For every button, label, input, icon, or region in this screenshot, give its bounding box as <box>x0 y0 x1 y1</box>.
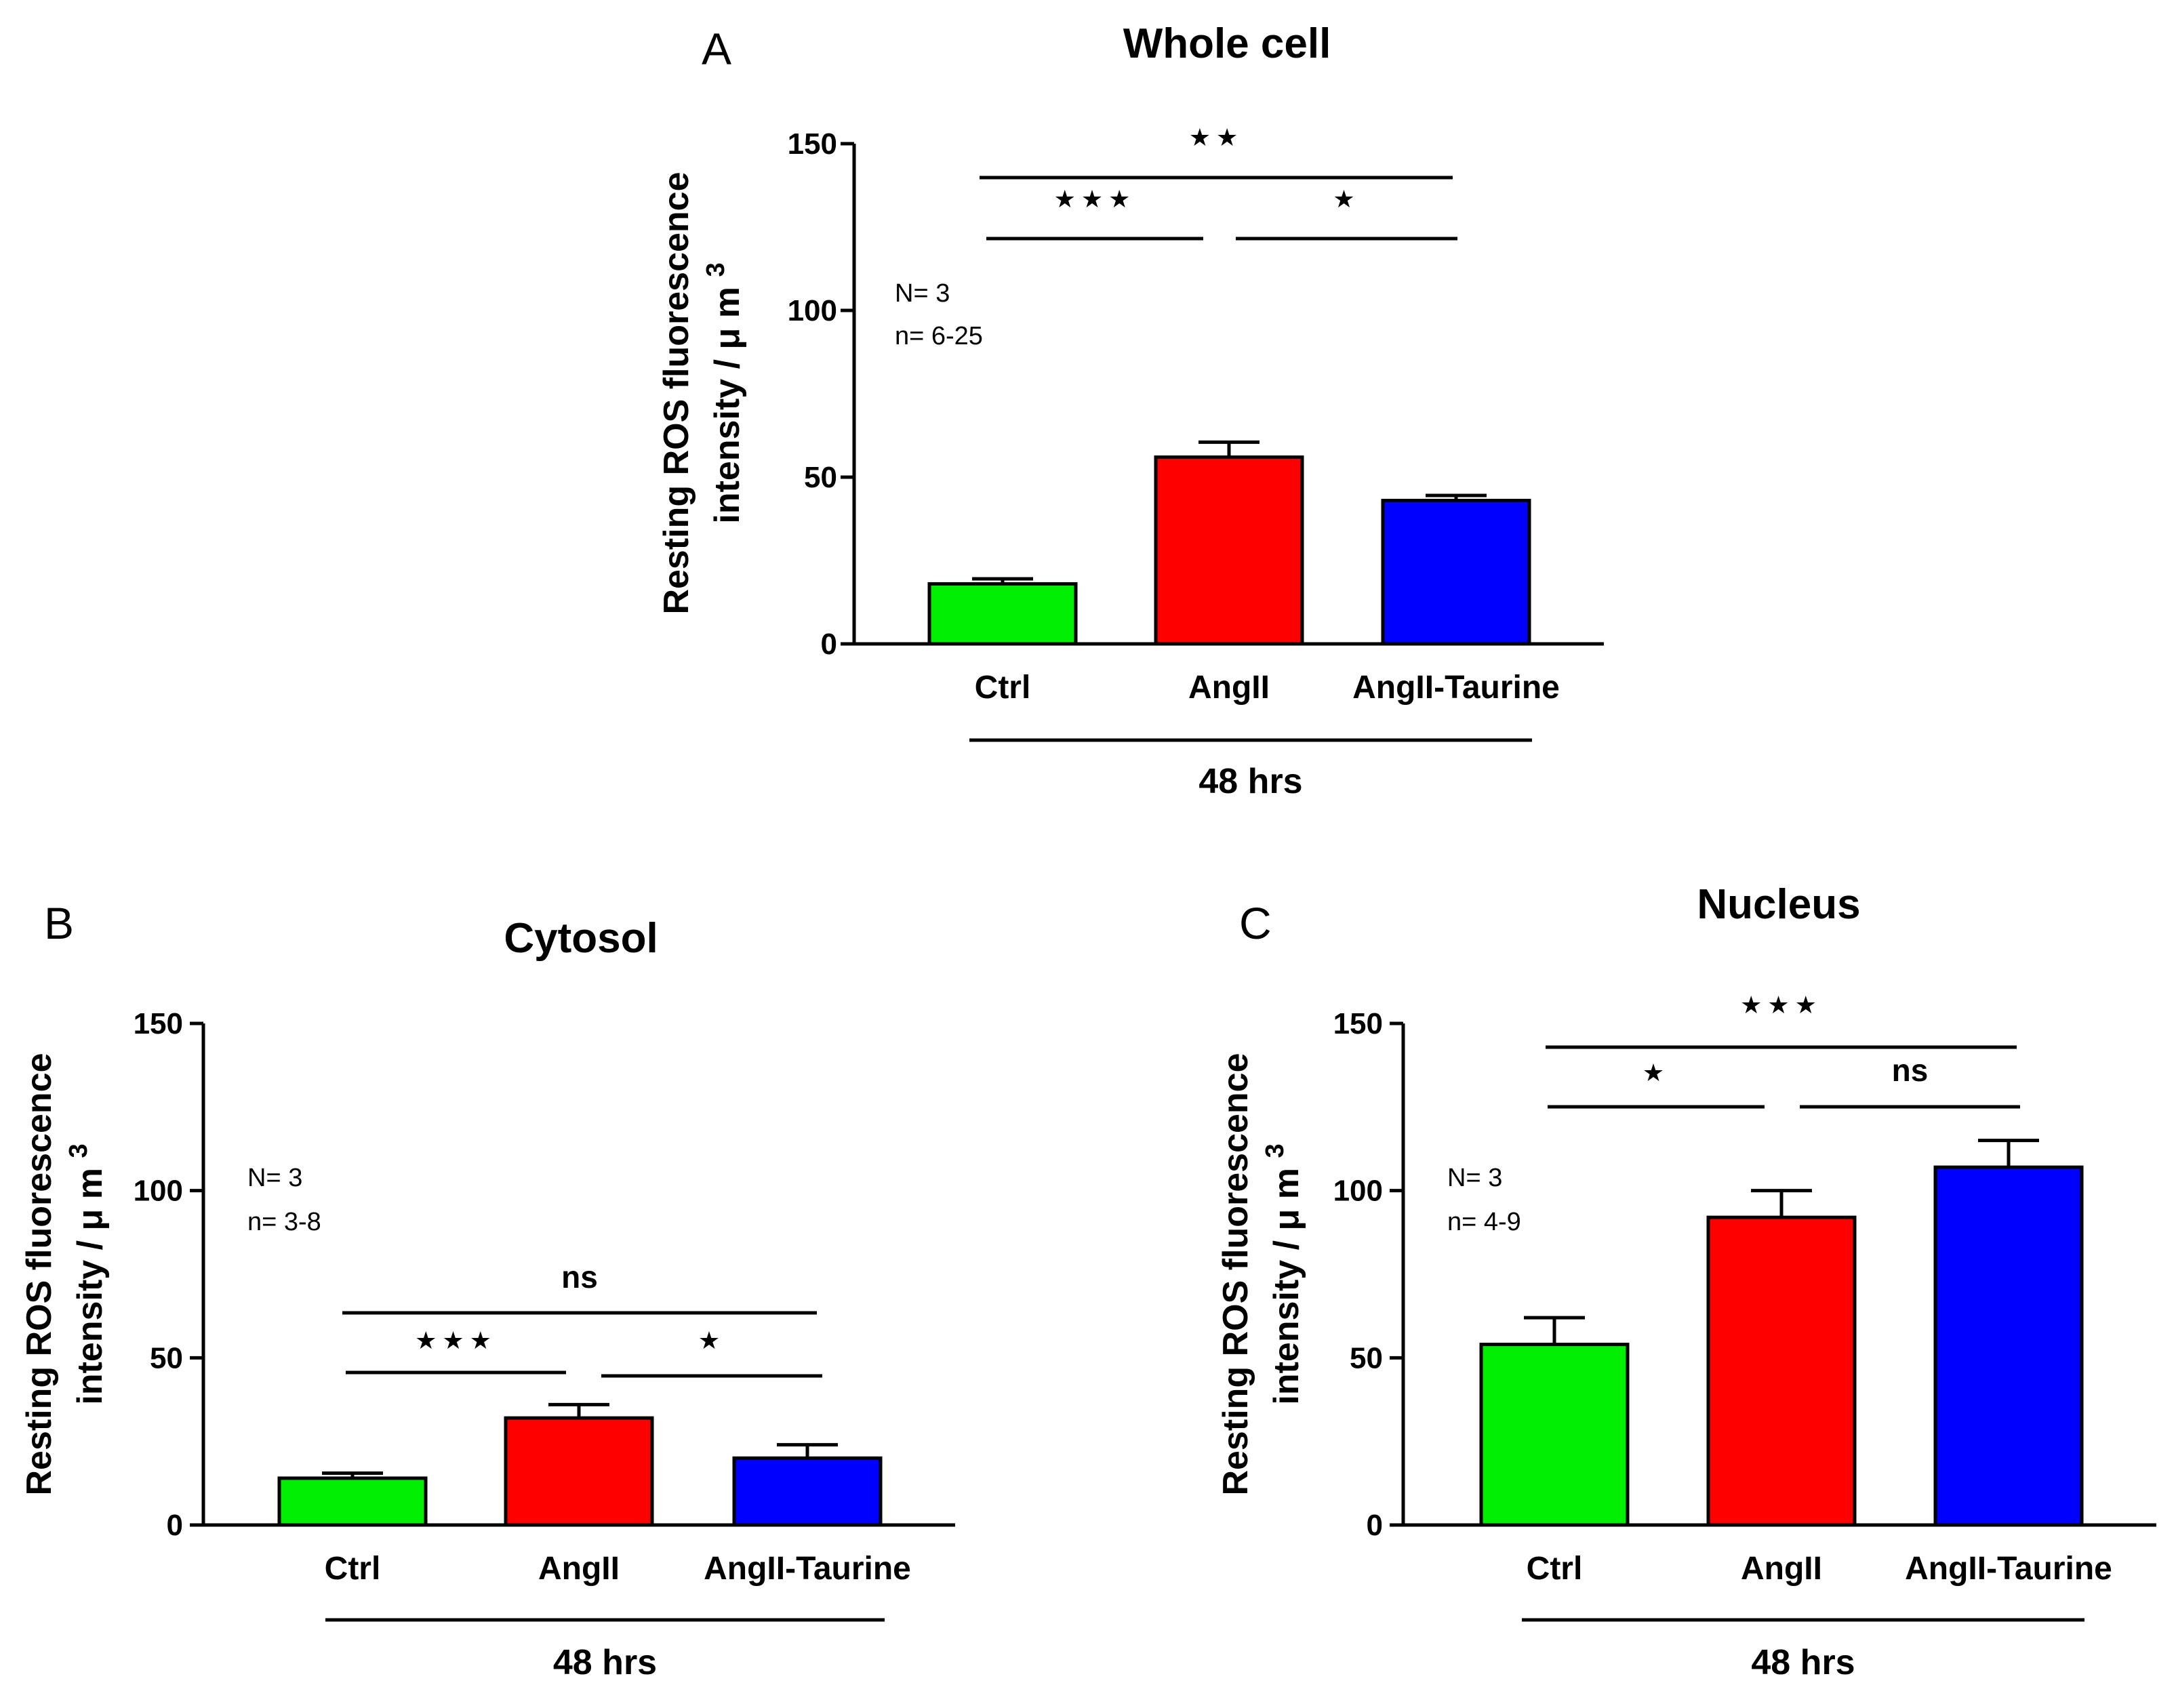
significance-label: ★★★ <box>1054 186 1136 214</box>
chart-title: Nucleus <box>1697 881 1860 928</box>
x-tick-label: AngII <box>538 1551 620 1587</box>
y-axis-label: Resting ROS fluorescence <box>1216 1053 1255 1495</box>
x-tick-label: AngII-Taurine <box>1352 670 1560 706</box>
chart-title: Cytosol <box>504 915 658 962</box>
group-label: 48 hrs <box>553 1643 657 1682</box>
y-tick-label: 0 <box>821 628 837 661</box>
x-tick-label: AngII <box>1741 1551 1822 1587</box>
sample-size-N: N= 3 <box>895 279 950 308</box>
bar <box>277 1476 428 1527</box>
x-tick-label: AngII <box>1188 670 1270 706</box>
sample-size-N: N= 3 <box>247 1164 302 1192</box>
sample-size-n: n= 4-9 <box>1447 1208 1521 1236</box>
y-tick-label: 150 <box>1333 1007 1383 1040</box>
x-tick-label: AngII-Taurine <box>1905 1551 2112 1587</box>
y-axis-label-unit: intensity / μ m 3 <box>702 262 747 523</box>
panel-label: B <box>44 898 74 948</box>
significance-label: ★ <box>1643 1059 1670 1087</box>
y-tick-label: 100 <box>788 294 837 327</box>
sample-size-N: N= 3 <box>1447 1164 1502 1192</box>
significance-label: ★ <box>1333 186 1360 214</box>
group-label: 48 hrs <box>1198 762 1302 801</box>
y-axis-label-unit: intensity / μ m 3 <box>1261 1143 1306 1404</box>
bar <box>1479 1343 1630 1527</box>
panel-label: C <box>1239 898 1272 948</box>
significance-label: ★★★ <box>1740 992 1822 1019</box>
panel-label: A <box>702 24 731 74</box>
bar <box>927 582 1078 646</box>
sample-size-n: n= 6-25 <box>895 322 983 350</box>
y-tick-label: 50 <box>1350 1341 1383 1375</box>
y-tick-label: 0 <box>167 1509 183 1542</box>
x-tick-label: Ctrl <box>975 670 1031 706</box>
significance-label: ★★★ <box>415 1327 497 1355</box>
y-axis-label: Resting ROS fluorescence <box>657 171 696 614</box>
y-axis-label: Resting ROS fluorescence <box>20 1053 59 1495</box>
group-label: 48 hrs <box>1751 1643 1855 1682</box>
bar <box>1933 1165 2084 1527</box>
chart-title: Whole cell <box>1123 20 1331 67</box>
y-tick-label: 0 <box>1367 1509 1383 1542</box>
y-tick-label: 150 <box>788 127 837 161</box>
chart-panel-c: C Nucleus Resting ROS fluorescence intensit… <box>1216 881 2156 1682</box>
sample-size-n: n= 3-8 <box>247 1208 321 1236</box>
significance-label: ★ <box>698 1327 725 1355</box>
y-tick-label: 100 <box>1333 1175 1383 1208</box>
significance-label: ns <box>1892 1053 1929 1088</box>
y-tick-label: 50 <box>150 1341 183 1375</box>
bar <box>1706 1215 1857 1527</box>
x-tick-label: Ctrl <box>325 1551 381 1587</box>
significance-label: ★★ <box>1189 124 1244 152</box>
bar <box>504 1416 654 1527</box>
chart-panel-a: A Whole cell Resting ROS fluorescence inten… <box>657 20 1604 801</box>
y-axis-label-unit: intensity / μ m 3 <box>64 1143 110 1404</box>
bar <box>732 1456 883 1527</box>
x-tick-label: Ctrl <box>1527 1551 1583 1587</box>
bar <box>1381 498 1531 646</box>
bar <box>1154 455 1304 646</box>
y-tick-label: 50 <box>804 461 837 494</box>
x-tick-label: AngII-Taurine <box>704 1551 911 1587</box>
significance-label: ns <box>561 1259 598 1295</box>
chart-panel-b: B Cytosol Resting ROS fluorescence intensit… <box>20 898 955 1682</box>
y-tick-label: 100 <box>134 1175 183 1208</box>
y-tick-label: 150 <box>134 1007 183 1040</box>
